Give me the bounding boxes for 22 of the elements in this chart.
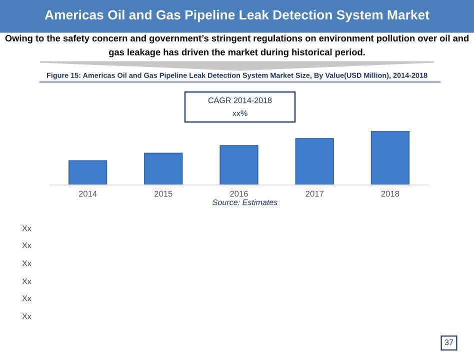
bar <box>144 152 183 185</box>
bar <box>370 131 410 185</box>
text: Xx <box>22 296 32 302</box>
x-tick-label: 2017 <box>306 190 324 197</box>
x-tick-label: 2016 <box>230 190 248 197</box>
chart-title: Americas Oil and Gas Pipeline Leak Detection System Market <box>44 10 430 22</box>
bar <box>220 145 258 185</box>
x-tick-label: 2018 <box>381 190 400 197</box>
chart-subtitle: Owing to the safety concern and government’s stringent regulations on environment pollution over oil and gas leakage has driven the market during historical period. <box>5 34 468 58</box>
text: Xx <box>22 278 32 284</box>
x-tick-label: 2014 <box>78 190 97 197</box>
bar <box>295 138 334 185</box>
text: Xx <box>22 260 32 266</box>
x-tick-label: 2015 <box>154 190 172 197</box>
text: Xx <box>22 314 32 320</box>
text: 37 <box>444 339 454 346</box>
text: CAGR 2014-2018 <box>208 97 272 104</box>
source-note: Source: Estimates <box>212 199 278 206</box>
text: xx% <box>232 110 248 116</box>
bar <box>68 160 108 185</box>
text: Xx <box>22 242 32 248</box>
text: Xx <box>22 226 32 232</box>
